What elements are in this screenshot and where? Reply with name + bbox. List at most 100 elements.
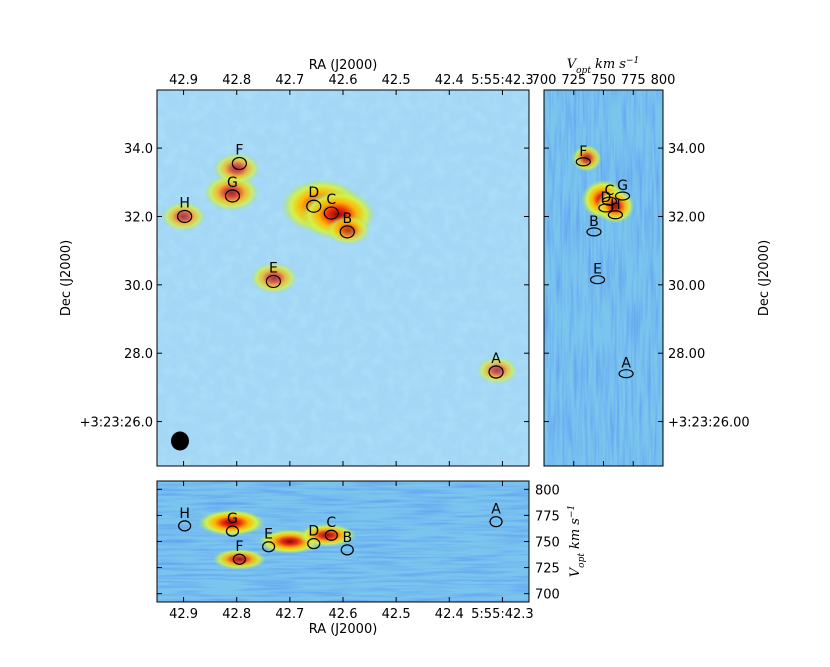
side-source-contours [575, 157, 634, 379]
side-velocity-axis-title: Vopt km s−1 [567, 56, 639, 76]
bottom-y-tick-label: 800 [535, 483, 560, 498]
main-source-label: H [179, 195, 190, 211]
bottom-y-tick-label: 700 [535, 588, 560, 603]
side-y-tick-label: 32.00 [668, 210, 705, 225]
bottom-source-label: E [264, 527, 273, 543]
side-source-contour [589, 275, 606, 285]
bottom-source-contour [262, 541, 276, 553]
bottom-x-tick-label: 42.8 [222, 607, 251, 622]
beam-ellipse [171, 431, 189, 451]
main-y-tick-label: 32.0 [124, 210, 153, 225]
main-emission-peak [203, 173, 260, 212]
main-y-tick-label: 28.0 [124, 347, 153, 362]
main-source-contour [339, 225, 355, 239]
bottom-source-label: C [326, 515, 336, 531]
main-emission-peak [476, 356, 518, 385]
side-source-label: E [593, 262, 602, 278]
side-source-label: A [621, 356, 631, 372]
bottom-source-label: H [179, 506, 190, 522]
main-emission-peak [161, 201, 206, 232]
main-y-tick-label: 30.0 [124, 279, 153, 294]
bottom-y-tick-label: 775 [535, 509, 560, 524]
bottom-emission-peak [212, 548, 267, 570]
bottom-source-contour [489, 516, 503, 528]
main-x-tick-label: 42.6 [329, 73, 358, 88]
bottom-y-tick-label: 725 [535, 562, 560, 577]
bottom-source-contour [340, 544, 354, 556]
bottom-x-tick-label: 42.9 [169, 607, 198, 622]
main-y-tick-label: 34.0 [124, 142, 153, 157]
side-source-label: H [610, 197, 621, 213]
main-source-label: E [269, 260, 278, 276]
bottom-x-tick-label: 42.4 [435, 607, 464, 622]
side-source-contour [614, 191, 631, 201]
bottom-source-contour [307, 537, 321, 550]
bottom-source-contour [178, 520, 192, 532]
main-left-axis-title: Dec (J2000) [59, 240, 74, 316]
main-source-label: C [326, 192, 336, 208]
side-y-tick-label: 30.00 [668, 279, 705, 294]
bottom-source-contour [225, 525, 240, 537]
main-emission-peak [250, 262, 298, 294]
side-ticks: 700 725 750 775 800 +3:23:26.00 28.00 30.00 32.0… [532, 73, 750, 466]
side-source-labels: A BCD E F GH [579, 144, 631, 372]
side-x-tick-label: 750 [591, 73, 616, 88]
side-source-contour [618, 369, 634, 379]
side-x-tick-label: 700 [532, 73, 557, 88]
main-source-label: G [227, 175, 238, 191]
bottom-source-label: B [342, 530, 352, 546]
bottom-emission-peak [297, 523, 357, 547]
side-source-contour [575, 157, 591, 167]
main-source-contour [306, 199, 322, 213]
main-source-label: F [235, 142, 243, 158]
bottom-source-contour [232, 553, 246, 565]
side-source-label: C [605, 183, 615, 199]
main-y-tick-label: +3:23:26.0 [80, 416, 153, 431]
side-y-tick-label: +3:23:26.00 [668, 416, 750, 431]
side-source-contour [607, 210, 624, 220]
bottom-source-label: G [227, 511, 238, 527]
bottom-source-label: F [235, 539, 243, 555]
main-panel-noise [157, 90, 529, 466]
side-source-label: G [617, 178, 628, 194]
side-y-tick-label: 34.00 [668, 142, 705, 157]
bottom-source-contours [178, 516, 503, 565]
main-x-tick-label: 42.9 [169, 73, 198, 88]
bottom-x-tick-label: 5:55:42.3 [471, 607, 534, 622]
main-source-contour [177, 209, 193, 224]
side-source-label: D [600, 190, 611, 206]
bottom-y-tick-label: 750 [535, 536, 560, 551]
main-source-contour [224, 189, 241, 203]
bottom-velocity-axis-title: Voptkm s−1 [567, 505, 587, 577]
bottom-source-label: A [491, 502, 501, 518]
main-panel: A BCD E F G H 42.9 42.8 42.7 42.6 42.5 42.4 5:55:42… [59, 58, 534, 467]
main-source-label: D [308, 185, 319, 201]
main-x-tick-label: 42.5 [382, 73, 411, 88]
bottom-panel: A BCD E FG H 42.9 42.8 42.7 42.6 42.5 42.4 5:55:42… [156, 480, 587, 637]
main-ticks: 42.9 42.8 42.7 42.6 42.5 42.4 5:55:42.3 +3:23:2… [80, 73, 534, 466]
bottom-source-contour [324, 529, 338, 541]
main-x-tick-label: 42.8 [222, 73, 251, 88]
main-source-contours [177, 156, 504, 379]
bottom-source-labels: A BCD E FG H [179, 502, 501, 556]
main-source-label: B [342, 211, 352, 227]
side-source-contour [598, 203, 614, 213]
bottom-x-tick-label: 42.7 [275, 607, 304, 622]
main-source-labels: A BCD E F G H [179, 142, 501, 367]
bottom-axis-title: RA (J2000) [309, 622, 378, 637]
side-x-tick-label: 775 [621, 73, 646, 88]
side-x-tick-label: 800 [651, 73, 676, 88]
side-y-tick-label: 28.00 [668, 347, 705, 362]
main-x-tick-label: 42.4 [435, 73, 464, 88]
side-source-contour [586, 227, 602, 237]
main-top-axis-title: RA (J2000) [309, 58, 378, 73]
side-source-label: B [589, 214, 599, 230]
bottom-x-tick-label: 42.6 [329, 607, 358, 622]
bottom-source-label: D [308, 524, 319, 540]
side-source-label: F [579, 144, 587, 160]
main-source-label: A [491, 351, 501, 367]
side-panel: A BCD E F GH 700 725 750 775 800 +3:23:26.00 28.00… [532, 56, 772, 467]
main-x-tick-label: 42.7 [275, 73, 304, 88]
main-source-contour [488, 365, 504, 379]
